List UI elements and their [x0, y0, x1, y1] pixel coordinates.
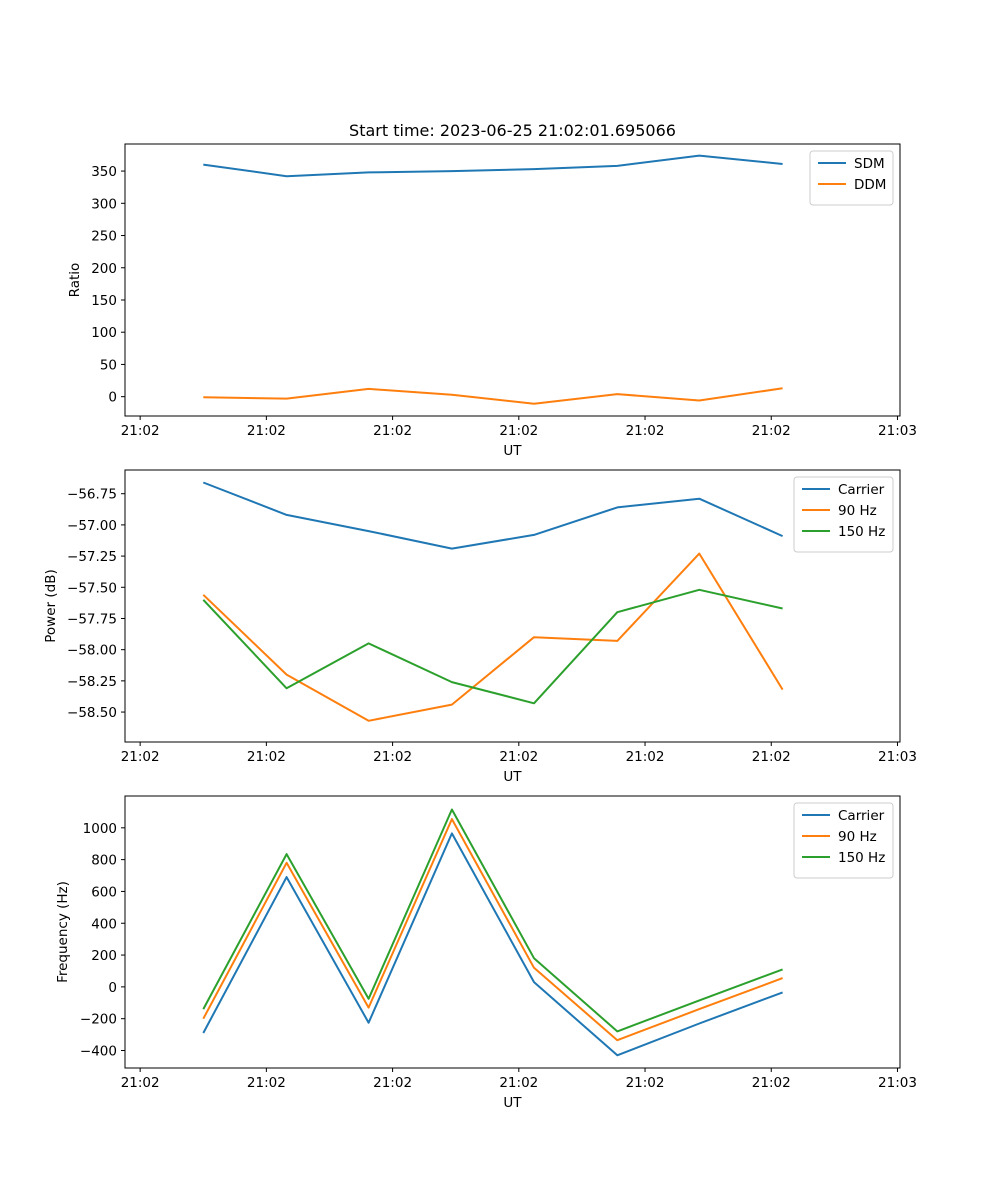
x-tick-label: 21:03	[878, 423, 917, 439]
legend: SDM DDM	[809, 150, 894, 206]
y-tick-label: 300	[91, 196, 117, 212]
legend-label: 90 Hz	[838, 829, 877, 845]
y-axis-label: Frequency (Hz)	[55, 881, 71, 983]
y-tick-label: 200	[91, 261, 117, 277]
y-axis-label: Power (dB)	[43, 569, 59, 642]
series-line-ddm	[203, 387, 783, 405]
legend-label: 150 Hz	[838, 850, 885, 866]
x-tick-label: 21:03	[878, 749, 917, 765]
legend-box	[809, 150, 894, 206]
series-line-150-hz	[202, 588, 783, 705]
y-tick-label: −58.25	[67, 674, 117, 690]
y-tick-label: 100	[91, 325, 117, 341]
y-tick-label: 400	[91, 916, 117, 932]
x-tick-label: 21:02	[752, 749, 791, 765]
chart-title: Start time: 2023-06-25 21:02:01.695066	[349, 121, 676, 140]
x-tick-label: 21:02	[499, 1075, 538, 1091]
y-tick-label: −56.75	[67, 487, 117, 503]
x-tick-label: 21:02	[752, 1075, 791, 1091]
legend-box	[793, 476, 894, 553]
chart-panel-3: 21:02 21:02 21:02 21:02 21:02 21:02 21:03 −400 −…	[55, 795, 917, 1111]
y-tick-label: 250	[91, 229, 117, 245]
y-tick-label: 150	[91, 293, 117, 309]
x-tick-label: 21:02	[121, 423, 160, 439]
y-tick-label: 800	[91, 853, 117, 869]
y-tick-label: 0	[108, 390, 117, 406]
chart-panel-2: 21:02 21:02 21:02 21:02 21:02 21:02 21:03 −58.5…	[43, 469, 917, 785]
x-tick-label: 21:02	[247, 423, 286, 439]
y-tick-label: −57.00	[67, 518, 117, 534]
y-axis-label: Ratio	[67, 263, 83, 298]
x-tick-label: 21:02	[499, 749, 538, 765]
y-tick-label: 350	[91, 164, 117, 180]
legend-box	[793, 802, 894, 879]
x-tick-label: 21:03	[878, 1075, 917, 1091]
chart-panel-1: 21:02 21:02 21:02 21:02 21:02 21:02 21:03 0 50 10…	[67, 143, 917, 459]
y-tick-label: −58.50	[67, 705, 117, 721]
panels: 21:02 21:02 21:02 21:02 21:02 21:02 21:03 0 50 10…	[43, 143, 917, 1111]
legend-label: 150 Hz	[838, 524, 885, 540]
y-tick-label: −57.50	[67, 580, 117, 596]
axes-frame	[124, 795, 901, 1069]
x-tick-label: 21:02	[121, 1075, 160, 1091]
x-tick-label: 21:02	[626, 749, 665, 765]
y-tick-label: 0	[108, 980, 117, 996]
x-axis-label: UT	[503, 1095, 522, 1111]
legend-label: 90 Hz	[838, 503, 877, 519]
x-tick-label: 21:02	[121, 749, 160, 765]
x-tick-label: 21:02	[247, 749, 286, 765]
series-line-90-hz	[202, 818, 783, 1042]
x-tick-label: 21:02	[626, 423, 665, 439]
series-line-150-hz	[202, 808, 783, 1033]
legend: Carrier 90 Hz 150 Hz	[793, 476, 894, 553]
y-tick-label: 1000	[83, 821, 117, 837]
x-axis-label: UT	[503, 443, 522, 459]
y-tick-label: 50	[100, 357, 117, 373]
x-tick-label: 21:02	[373, 749, 412, 765]
y-tick-label: −200	[80, 1012, 117, 1028]
x-tick-label: 21:02	[752, 423, 791, 439]
x-tick-label: 21:02	[499, 423, 538, 439]
x-axis-label: UT	[503, 769, 522, 785]
legend-label: SDM	[854, 156, 885, 172]
x-tick-label: 21:02	[373, 423, 412, 439]
y-tick-label: −57.75	[67, 611, 117, 627]
series-line-sdm	[203, 154, 783, 178]
y-tick-label: 600	[91, 884, 117, 900]
legend-label: DDM	[854, 177, 886, 193]
y-tick-label: −400	[80, 1044, 117, 1060]
y-tick-label: 200	[91, 948, 117, 964]
x-tick-label: 21:02	[247, 1075, 286, 1091]
x-tick-label: 21:02	[373, 1075, 412, 1091]
axes-frame	[124, 143, 901, 417]
legend: Carrier 90 Hz 150 Hz	[793, 802, 894, 879]
legend-label: Carrier	[838, 482, 885, 498]
y-tick-label: −57.25	[67, 549, 117, 565]
series-line-90-hz	[202, 552, 784, 722]
y-tick-label: −58.00	[67, 643, 117, 659]
series-line-carrier	[202, 481, 784, 550]
x-tick-label: 21:02	[626, 1075, 665, 1091]
series-line-carrier	[202, 832, 783, 1057]
axes-frame	[124, 469, 901, 743]
legend-label: Carrier	[838, 808, 885, 824]
